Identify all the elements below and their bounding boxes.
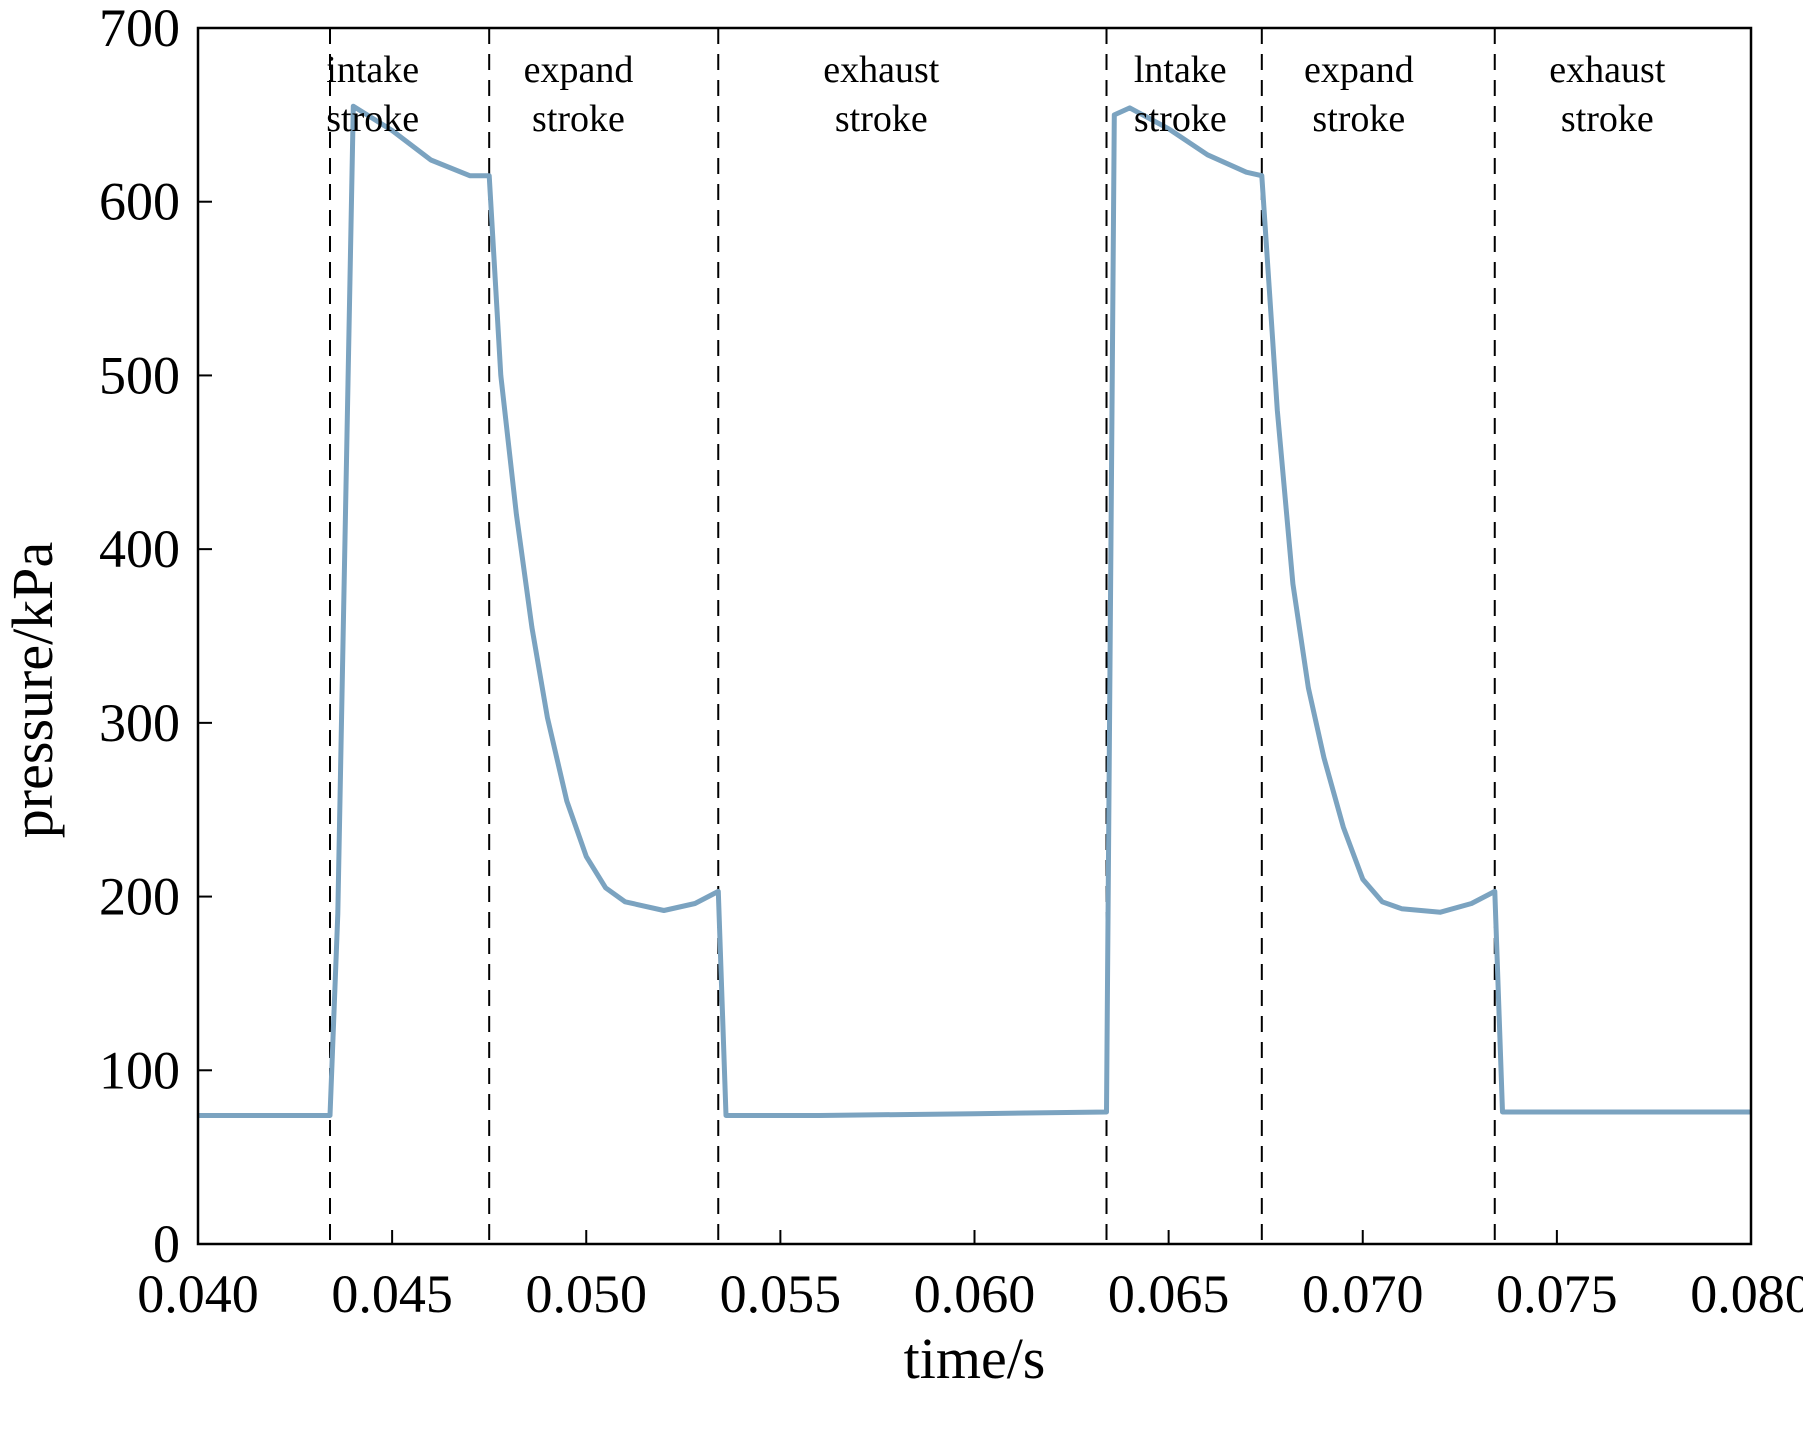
x-tick-label: 0.060: [914, 1264, 1036, 1324]
y-tick-label: 400: [99, 519, 180, 579]
x-axis-ticks: 0.040 0.045 0.050 0.055 0.060 0.065 0.070 0.075…: [137, 1230, 1803, 1324]
pressure-series-line: [198, 103, 1751, 1118]
x-tick-label: 0.075: [1496, 1264, 1618, 1324]
y-tick-label: 300: [99, 693, 180, 753]
phase-label-line1: expand: [524, 49, 634, 91]
x-tick-label: 0.065: [1108, 1264, 1230, 1324]
axes: 0.040 0.045 0.050 0.055 0.060 0.065 0.070 0.075…: [99, 0, 1803, 1324]
stroke-phase-labels: intake stroke expand stroke exhaust stroke lnt…: [326, 49, 1666, 140]
x-tick-label: 0.070: [1302, 1264, 1424, 1324]
phase-label-line1: lntake: [1134, 49, 1227, 91]
y-tick-label: 700: [99, 0, 180, 58]
phase-label-line2: stroke: [326, 98, 419, 140]
x-tick-label: 0.050: [526, 1264, 648, 1324]
phase-label-line2: stroke: [532, 98, 625, 140]
x-tick-label: 0.055: [720, 1264, 842, 1324]
y-axis-title: pressure/kPa: [0, 542, 65, 838]
y-tick-label: 500: [99, 345, 180, 405]
phase-label-line2: stroke: [1561, 98, 1654, 140]
phase-label-line2: stroke: [835, 98, 928, 140]
phase-label-line1: exhaust: [823, 49, 940, 91]
data-layer: [198, 103, 1751, 1118]
y-tick-label: 200: [99, 867, 180, 927]
phase-label-line1: intake: [326, 49, 419, 91]
x-tick-label: 0.040: [137, 1264, 259, 1324]
x-tick-label: 0.080: [1690, 1264, 1803, 1324]
x-tick-label: 0.045: [331, 1264, 453, 1324]
y-tick-label: 0: [153, 1214, 180, 1274]
plot-frame: [196, 26, 1753, 1246]
phase-label-line2: stroke: [1134, 98, 1227, 140]
phase-label-line1: exhaust: [1549, 49, 1666, 91]
y-axis-ticks: 0 100 200 300 400 500 600 700: [99, 0, 212, 1274]
stroke-boundary-lines: [329, 28, 1496, 1244]
phase-label-line1: expand: [1304, 49, 1414, 91]
phase-label-line2: stroke: [1312, 98, 1405, 140]
x-axis-title: time/s: [904, 1326, 1046, 1391]
y-tick-label: 600: [99, 172, 180, 232]
y-tick-label: 100: [99, 1040, 180, 1100]
